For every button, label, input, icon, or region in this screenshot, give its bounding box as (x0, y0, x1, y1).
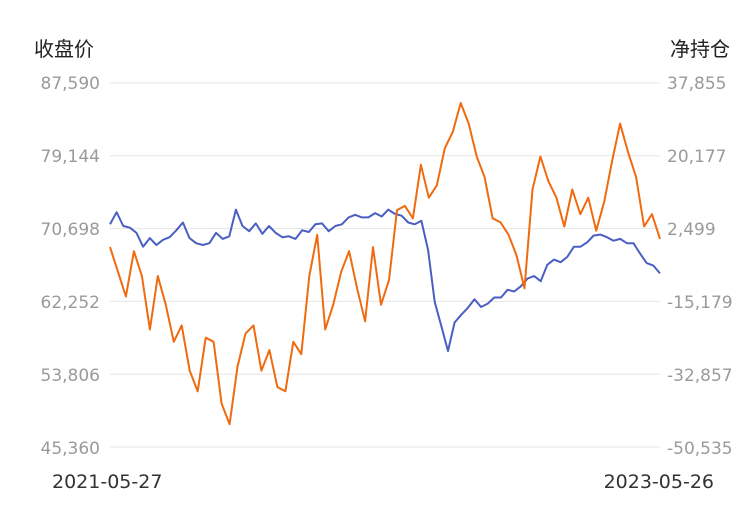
right-tick: -32,857 (667, 366, 733, 386)
right-tick: 37,855 (667, 74, 726, 94)
left-tick: 70,698 (41, 220, 100, 240)
net-position-line (109, 102, 661, 426)
x-start-label: 2021-05-27 (52, 471, 162, 493)
x-end-label: 2023-05-26 (604, 471, 714, 493)
right-tick: -50,535 (667, 439, 733, 459)
series-lines (109, 102, 661, 426)
right-tick: 2,499 (667, 220, 716, 240)
right-tick: 20,177 (667, 147, 726, 167)
left-tick: 45,360 (41, 439, 100, 459)
left-axis-title: 收盘价 (34, 37, 94, 61)
right-tick: -15,179 (667, 293, 733, 313)
left-tick: 87,590 (41, 74, 100, 94)
left-tick: 53,806 (41, 366, 100, 386)
left-tick: 79,144 (41, 147, 100, 167)
close-price-line (109, 208, 661, 352)
right-axis-title: 净持仓 (670, 37, 730, 61)
grid-lines (110, 82, 660, 448)
left-tick: 62,252 (41, 293, 100, 313)
